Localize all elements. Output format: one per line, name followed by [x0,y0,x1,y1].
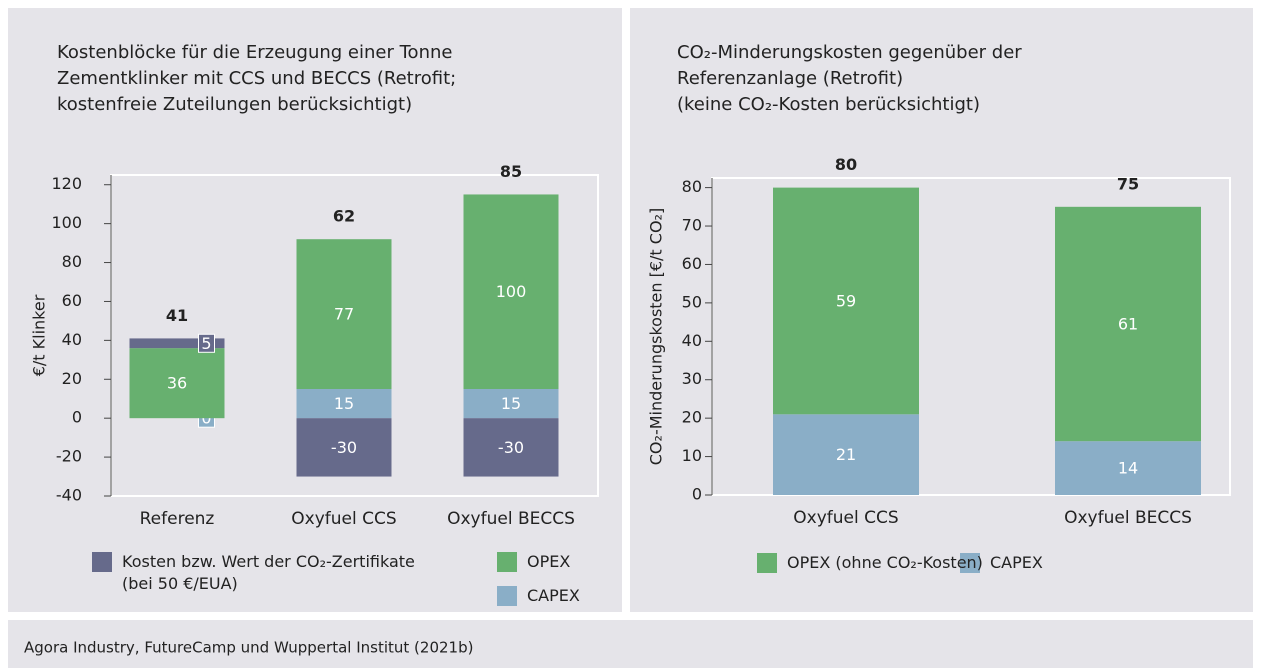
total-label: 41 [166,306,188,325]
y-tick-label: 0 [72,408,82,427]
total-label: 62 [333,207,355,226]
y-tick-label: 70 [682,216,702,235]
y-tick-label: 60 [62,291,82,310]
legend-label: CAPEX [527,586,580,605]
y-tick-label: 120 [51,174,82,193]
chart-title: Kostenblöcke für die Erzeugung einer Ton… [57,42,457,115]
value-label: 100 [496,282,527,301]
legend-swatch [497,552,517,572]
value-label: -30 [331,438,357,457]
x-tick-label: Referenz [140,509,215,529]
x-tick-label: Oxyfuel BECCS [1064,508,1192,528]
bar-segment [1055,441,1201,495]
legend-swatch [757,553,777,573]
legend-swatch [960,553,980,573]
y-tick-label: -20 [56,447,82,466]
y-tick-label: 40 [62,330,82,349]
y-tick-label: 100 [51,213,82,232]
value-label: 5 [201,334,211,353]
value-label: 15 [501,394,521,413]
total-label: 80 [835,155,857,174]
value-label-box [198,333,215,353]
value-label: 61 [1118,315,1138,334]
value-label: 59 [836,291,856,310]
y-tick-label: 40 [682,331,702,350]
bar-segment [296,418,392,477]
value-label: -30 [498,438,524,457]
value-label: 21 [836,445,856,464]
y-tick-label: 30 [682,369,702,388]
total-label: 85 [500,162,522,181]
y-tick-label: -40 [56,486,82,505]
bar-segment [296,239,392,389]
legend-label: Kosten bzw. Wert der CO₂-Zertifikate (be… [122,552,415,593]
bar-segment [463,194,559,389]
bar-segment [773,187,919,415]
bar-segment [463,389,559,419]
x-tick-label: Oxyfuel CCS [793,508,898,528]
y-tick-label: 60 [682,254,702,273]
total-label: 75 [1117,174,1139,193]
value-label: 15 [334,394,354,413]
y-tick-label: 20 [682,408,702,427]
y-tick-label: 80 [682,177,702,196]
source: Agora Industry, FutureCamp und Wuppertal… [24,639,473,657]
bar-segment [296,389,392,419]
legend-swatch [92,552,112,572]
y-tick-label: 80 [62,252,82,271]
bar-segment [129,338,225,349]
legend-swatch [497,586,517,606]
legend-label: OPEX [527,552,571,571]
chart-title: CO₂-Minderungskosten gegenüber der Refer… [677,42,1022,115]
x-tick-label: Oxyfuel BECCS [447,509,575,529]
y-tick-label: 50 [682,292,702,311]
bar-segment [773,414,919,495]
y-tick-label: 10 [682,446,702,465]
value-label: 36 [167,374,187,393]
value-label: 77 [334,305,354,324]
y-tick-label: 0 [692,485,702,504]
source-panel [8,620,1253,668]
value-label: 14 [1118,459,1138,478]
y-axis-label: CO₂-Minderungskosten [€/t CO₂] [647,208,666,465]
bar-segment [1055,206,1201,442]
y-axis-label: €/t Klinker [30,294,49,376]
y-tick-label: 20 [62,369,82,388]
bar-segment [463,418,559,477]
legend-label: CAPEX [990,553,1043,572]
legend-label: OPEX (ohne CO₂-Kosten) [787,553,983,572]
bar-segment [129,348,225,419]
x-tick-label: Oxyfuel CCS [291,509,396,529]
